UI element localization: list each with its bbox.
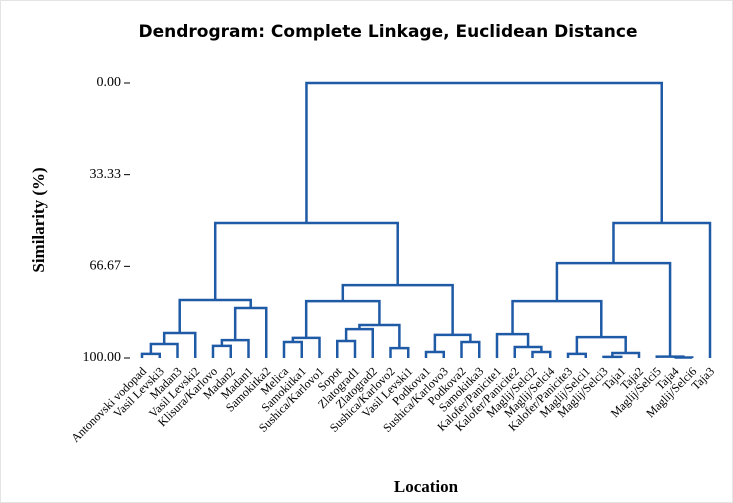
dendrogram-link — [305, 81, 663, 223]
dendrogram-link — [602, 355, 623, 359]
x-axis-label: Location — [394, 477, 459, 496]
dendrogram-link — [655, 355, 685, 358]
y-tick-label: 66.67 — [90, 259, 122, 274]
chart-title: Dendrogram: Complete Linkage, Euclidean … — [138, 22, 637, 42]
y-axis-label: Similarity (%) — [29, 167, 48, 272]
y-tick-label: 33.33 — [90, 167, 122, 182]
y-tick-label: 100.00 — [83, 350, 122, 365]
y-tick-label: 0.00 — [97, 75, 122, 90]
